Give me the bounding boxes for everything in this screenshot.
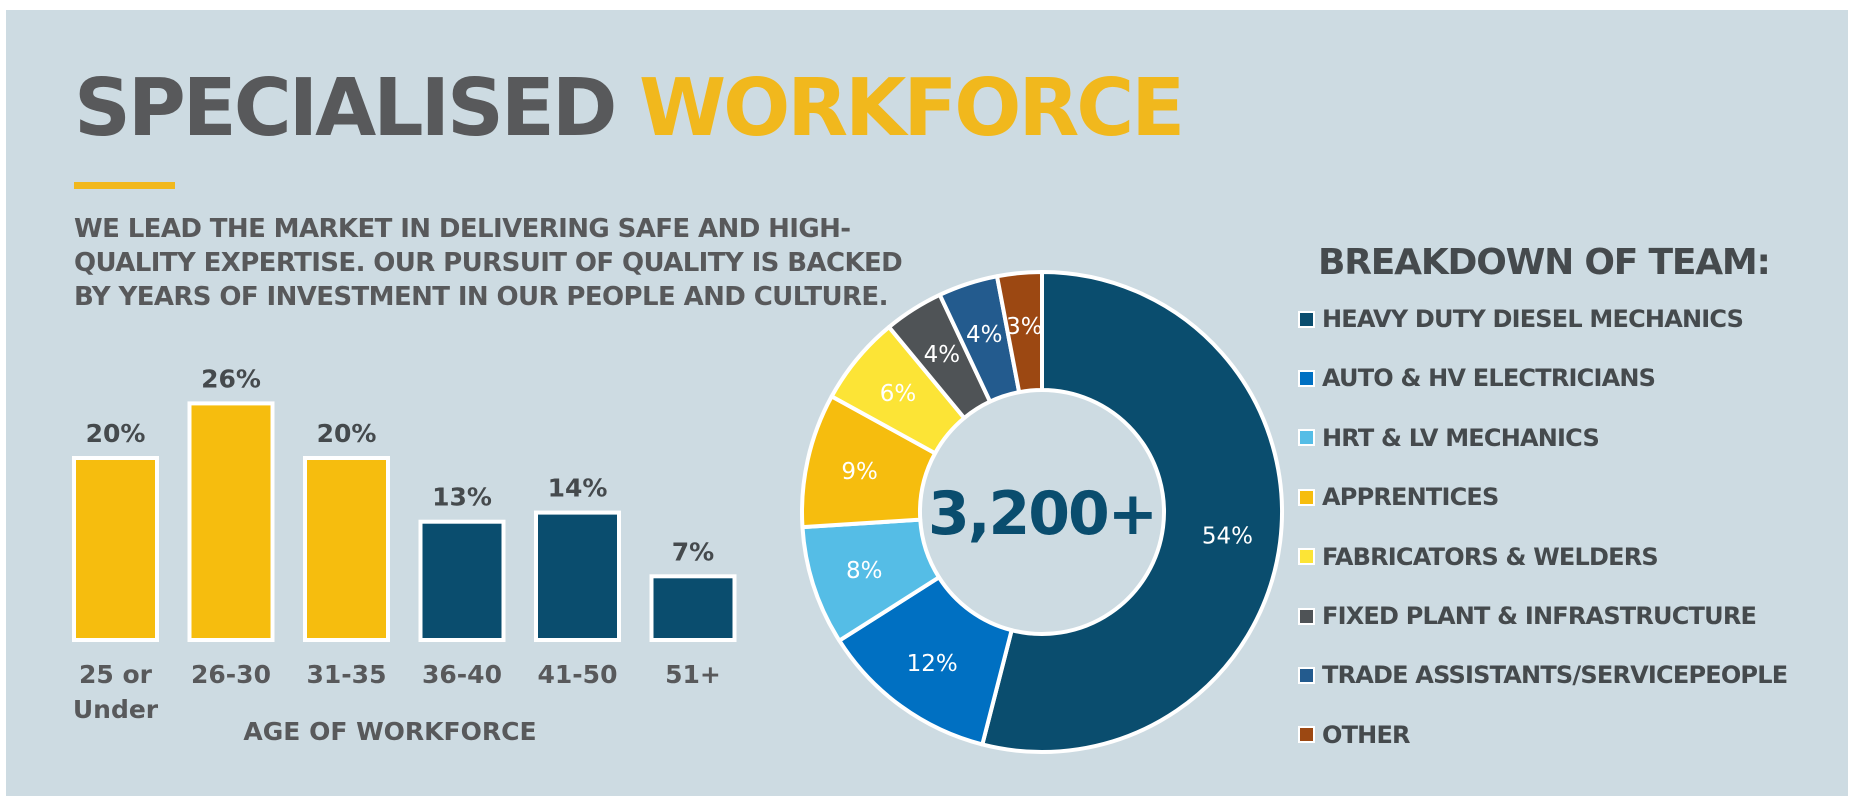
legend-swatch	[1298, 429, 1315, 447]
age-bar-value-label: 7%	[672, 537, 714, 566]
age-bar	[187, 401, 275, 642]
age-bar	[72, 456, 159, 642]
age-bar-chart: 20% 25 or Under 26% 26-30 20% 31-35 13% 36-40 14%…	[72, 364, 737, 746]
donut-slice	[995, 270, 1044, 395]
legend-item: OTHER	[1298, 717, 1838, 753]
title-part-specialised: SPECIALISED	[74, 62, 617, 154]
age-axis-title: AGE OF WORKFORCE	[243, 717, 536, 746]
team-donut-chart: 54%12%8%9%6%4%4% 3%3,200+	[800, 270, 1284, 754]
legend-item: APPRENTICES	[1298, 479, 1838, 515]
age-bar-value-label: 14%	[548, 474, 608, 503]
legend-item: HEAVY DUTY DIESEL MECHANICS	[1298, 301, 1838, 337]
page-title: SPECIALISED WORKFORCE	[74, 62, 1185, 154]
donut-slice	[980, 270, 1284, 754]
age-bar	[649, 574, 737, 642]
age-category-label: 41-50	[538, 660, 618, 689]
age-category-label: 26-30	[191, 660, 271, 689]
legend-label: FIXED PLANT & INFRASTRUCTURE	[1322, 602, 1757, 630]
donut-center-total: 3,200+	[928, 479, 1156, 549]
legend-swatch	[1298, 310, 1315, 328]
title-underline	[74, 182, 175, 189]
legend-label: OTHER	[1322, 720, 1411, 749]
legend-item: HRT & LV MECHANICS	[1298, 420, 1838, 456]
legend-swatch	[1298, 726, 1315, 744]
donut-slice-value-label: 4%	[924, 342, 961, 368]
age-category-label: 36-40	[422, 660, 502, 689]
legend-label: HRT & LV MECHANICS	[1322, 423, 1600, 452]
legend-swatch	[1298, 666, 1315, 684]
age-category-label: 31-35	[307, 660, 387, 689]
age-bar-value-label: 13%	[432, 483, 492, 512]
legend-label: TRADE ASSISTANTS/SERVICEPEOPLE	[1322, 661, 1788, 690]
legend-item: AUTO & HV ELECTRICIANS	[1298, 360, 1838, 396]
age-bar-value-label: 20%	[86, 419, 146, 448]
legend-item: TRADE ASSISTANTS/SERVICEPEOPLE	[1298, 657, 1838, 693]
donut-slice	[837, 575, 1014, 747]
age-category-label: 25 or	[79, 660, 153, 689]
age-bar-value-label: 26%	[201, 364, 261, 393]
legend-label: HEAVY DUTY DIESEL MECHANICS	[1322, 305, 1744, 333]
donut-slice-value-label: 3%	[1006, 314, 1043, 340]
title-part-workforce: WORKFORCE	[638, 62, 1185, 154]
intro-text: WE LEAD THE MARKET IN DELIVERING SAFE AN…	[74, 214, 903, 312]
age-bar-value-label: 20%	[317, 419, 377, 448]
legend-swatch	[1298, 607, 1315, 625]
legend-item: FABRICATORS & WELDERS	[1298, 539, 1838, 575]
age-bar	[418, 519, 506, 643]
donut-slice-value-label: 6%	[880, 381, 917, 407]
donut-slice-value-label: 54%	[1202, 523, 1253, 549]
legend-label: FABRICATORS & WELDERS	[1322, 542, 1659, 571]
legend-swatch	[1298, 488, 1315, 506]
legend-swatch	[1298, 369, 1315, 387]
age-category-label: 51+	[665, 660, 721, 689]
team-breakdown-heading: BREAKDOWN OF TEAM:	[1318, 242, 1771, 283]
age-category-label: Under	[73, 695, 159, 724]
age-bar	[303, 456, 390, 642]
donut-slice-value-label: 9%	[841, 459, 878, 485]
legend-item: FIXED PLANT & INFRASTRUCTURE	[1298, 598, 1838, 634]
legend-swatch	[1298, 548, 1315, 566]
legend-label: APPRENTICES	[1322, 483, 1499, 512]
donut-slice-value-label: 12%	[907, 651, 958, 677]
donut-slice-value-label: 8%	[846, 558, 883, 584]
legend-label: AUTO & HV ELECTRICIANS	[1322, 364, 1656, 393]
donut-slice-value-label: 4%	[966, 322, 1003, 348]
age-bar	[534, 510, 621, 642]
